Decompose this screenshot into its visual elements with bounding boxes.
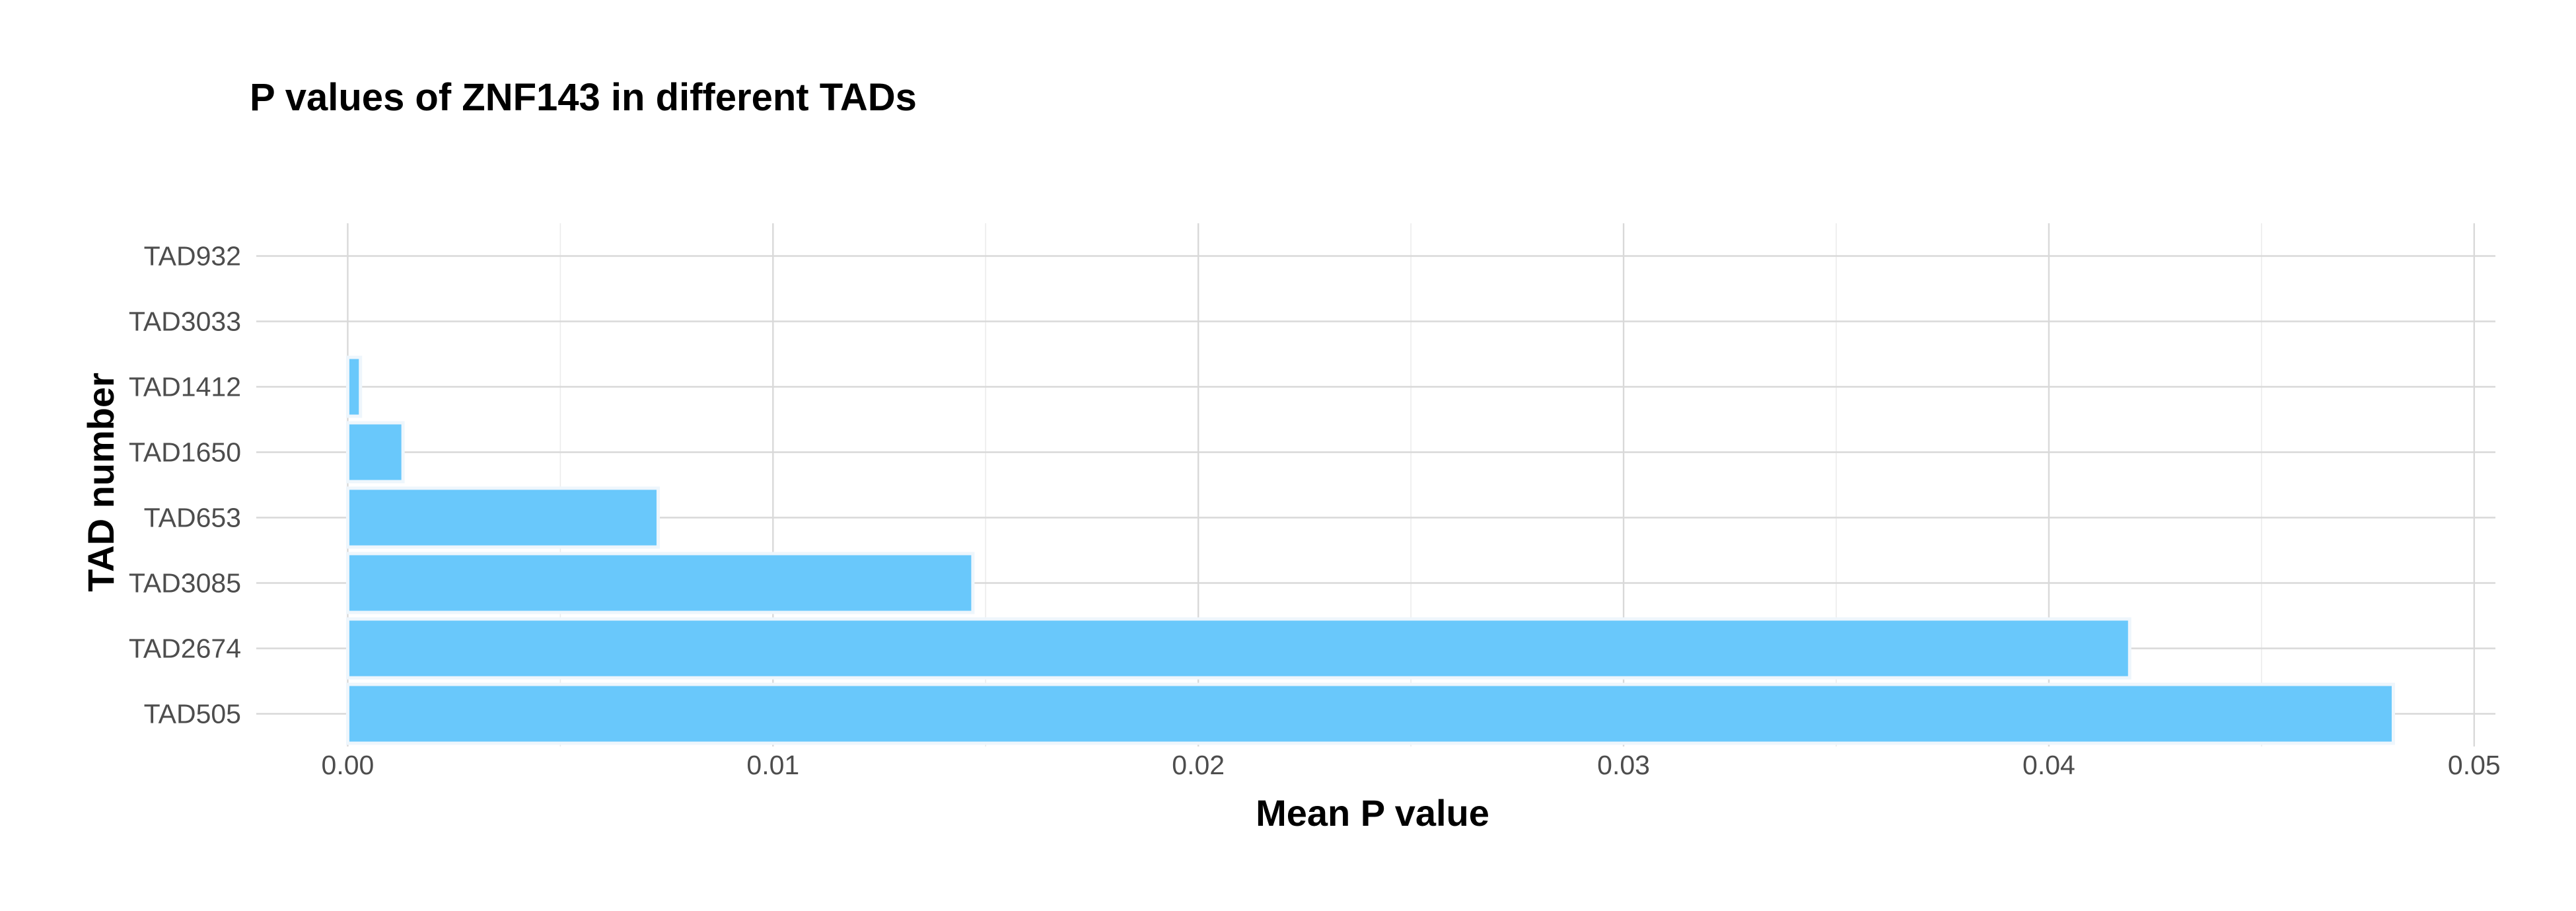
y-tick-label: TAD3033 [129,307,241,337]
x-axis-ticks: 0.00 0.01 0.02 0.03 0.04 0.05 [322,750,2501,780]
y-tick-label: TAD653 [144,503,241,533]
x-tick-label: 0.03 [1597,750,1650,780]
y-tick-label: TAD3085 [129,568,241,599]
y-axis-title: TAD number [80,373,122,592]
y-tick-label: TAD505 [144,699,241,729]
y-axis-ticks: TAD505 TAD2674 TAD3085 TAD653 TAD1650 TAD1412… [129,241,241,729]
x-tick-label: 0.01 [746,750,799,780]
bar-tad505 [345,682,2395,745]
x-tick-label: 0.00 [322,750,375,780]
y-tick-label: TAD932 [144,241,241,272]
bars [345,355,2395,745]
bar-tad1650 [345,421,405,484]
bar-tad2674 [345,617,2131,680]
y-tick-label: TAD1650 [129,437,241,468]
y-tick-label: TAD2674 [129,634,241,664]
chart-title: P values of ZNF143 in different TADs [250,76,917,119]
y-tick-label: TAD1412 [129,372,241,402]
x-tick-label: 0.02 [1172,750,1225,780]
x-axis-title: Mean P value [1256,792,1489,834]
x-tick-label: 0.04 [2022,750,2075,780]
bar-tad1412 [345,355,363,418]
bar-tad3085 [345,552,975,614]
bar-tad653 [345,486,660,549]
x-tick-label: 0.05 [2448,750,2501,780]
